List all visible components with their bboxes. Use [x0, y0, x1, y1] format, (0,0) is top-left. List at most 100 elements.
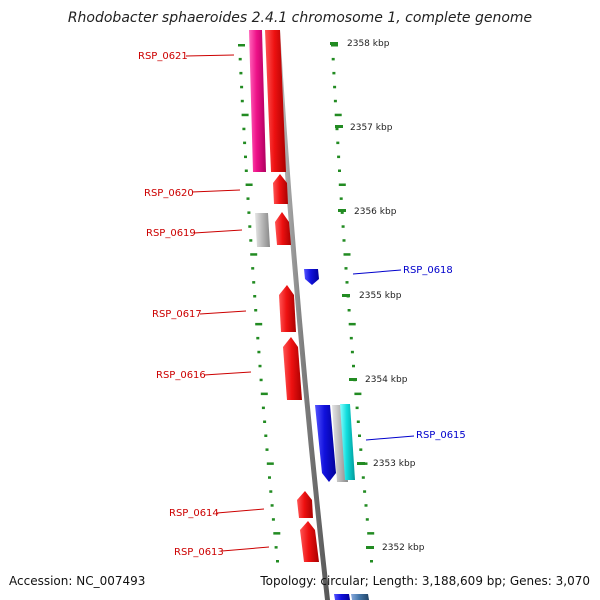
inner-tick	[332, 71, 336, 75]
kbp-label: 2354 kbp	[365, 375, 408, 385]
kbp-scale: 2358 kbp 2357 kbp 2356 kbp 2355 kbp 2354…	[330, 39, 425, 553]
gene-arrow-bottom-blue[interactable]	[334, 594, 350, 600]
gene-arrow-rsp0615-blue[interactable]	[315, 405, 336, 482]
outer-tick	[265, 448, 269, 451]
outer-tick	[238, 57, 242, 61]
leader-line	[365, 435, 415, 441]
outer-tick	[268, 476, 271, 479]
inner-tick	[333, 99, 337, 103]
gene-arrow-rsp0618[interactable]	[304, 269, 319, 285]
kbp-major-tick	[335, 125, 343, 128]
gene-labels: RSP_0621 RSP_0620 RSP_0619 RSP_0618 RSP_…	[138, 51, 466, 558]
kbp-major-tick	[349, 378, 357, 381]
outer-tick	[255, 322, 263, 326]
gene-label-rsp0621[interactable]: RSP_0621	[138, 51, 188, 62]
gene-label-rsp0620[interactable]: RSP_0620	[144, 188, 194, 199]
outer-tick	[252, 281, 256, 284]
outer-tick	[251, 267, 255, 270]
gene-label-rsp0619[interactable]: RSP_0619	[146, 228, 196, 239]
inner-tick	[349, 336, 353, 340]
gene-label-rsp0618[interactable]: RSP_0618	[403, 265, 453, 276]
kbp-label: 2357 kbp	[350, 123, 393, 133]
inner-tick	[334, 113, 342, 117]
kbp-major-tick	[338, 209, 346, 212]
kbp-label: 2355 kbp	[359, 291, 402, 301]
outer-tick	[276, 560, 279, 563]
inner-tick	[356, 420, 360, 423]
outer-tick	[269, 490, 273, 493]
outer-tick	[243, 141, 247, 145]
outer-tick	[260, 392, 268, 396]
gene-label-rsp0617[interactable]: RSP_0617	[152, 309, 202, 320]
inner-tick	[337, 155, 341, 159]
inner-tick	[347, 309, 351, 312]
gene-arrow-rsp0621[interactable]	[265, 30, 286, 172]
outer-tick	[271, 518, 275, 521]
outer-tick	[273, 532, 281, 535]
inner-tick	[367, 532, 375, 535]
gene-arrow-rsp0615-cyan[interactable]	[340, 404, 355, 480]
inner-tick	[338, 183, 346, 186]
outer-tick	[240, 85, 244, 89]
leader-line	[203, 371, 252, 376]
outer-tick	[274, 546, 278, 549]
outer-tick	[259, 378, 263, 382]
outer-tick	[238, 44, 245, 47]
leader-line	[352, 269, 402, 275]
inner-tick	[339, 197, 343, 200]
outer-tick	[244, 169, 248, 172]
inner-tick	[336, 141, 340, 145]
outer-tick	[254, 309, 258, 312]
gene-arrow-rsp0619[interactable]	[275, 212, 291, 245]
kbp-major-tick	[342, 294, 350, 297]
kbp-major-tick	[357, 462, 365, 465]
inner-tick	[361, 476, 365, 479]
inner-tick	[345, 281, 349, 284]
gene-arrow-rsp0616[interactable]	[283, 337, 302, 400]
outer-tick	[264, 434, 268, 437]
outer-tick	[241, 113, 249, 117]
inner-tick	[335, 127, 339, 131]
inner-tick	[370, 560, 373, 563]
inner-tick	[354, 392, 362, 396]
inner-tick	[343, 253, 351, 256]
leader-line	[199, 310, 247, 315]
inner-tick-marks	[331, 44, 375, 563]
kbp-label: 2352 kbp	[382, 543, 425, 553]
outer-tick	[257, 350, 261, 354]
kbp-label: 2358 kbp	[347, 39, 390, 49]
inner-tick	[364, 504, 368, 507]
accession-text: Accession: NC_007493	[9, 574, 146, 588]
outer-tick	[250, 253, 258, 256]
inner-tick	[344, 267, 348, 270]
inner-tick	[342, 239, 346, 242]
kbp-label: 2353 kbp	[373, 459, 416, 469]
gene-label-rsp0615[interactable]: RSP_0615	[416, 430, 466, 441]
gene-features	[249, 30, 369, 600]
outer-tick	[261, 406, 265, 410]
kbp-major-tick	[366, 546, 374, 549]
inner-tick	[341, 225, 345, 228]
gene-arrow-rsp0613[interactable]	[300, 521, 319, 562]
gene-arrow-rsp0614[interactable]	[297, 491, 313, 518]
leader-line	[191, 189, 241, 193]
gene-arrow-rsp0620[interactable]	[273, 174, 288, 204]
outer-tick	[248, 225, 252, 228]
inner-tick	[348, 322, 356, 326]
leader-line	[216, 508, 265, 514]
gene-label-rsp0613[interactable]: RSP_0613	[174, 547, 224, 558]
inner-tick	[359, 448, 363, 451]
outer-tick	[270, 504, 274, 507]
inner-tick	[352, 364, 355, 368]
inner-tick	[331, 57, 335, 61]
gene-arrow-rsp0619-grey[interactable]	[255, 213, 270, 247]
inner-tick	[363, 490, 367, 493]
map-title: Rhodobacter sphaeroides 2.4.1 chromosome…	[67, 10, 533, 26]
gene-arrow-rsp0617[interactable]	[279, 285, 296, 332]
gene-label-rsp0614[interactable]: RSP_0614	[169, 508, 219, 519]
gene-label-rsp0616[interactable]: RSP_0616	[156, 370, 206, 381]
gene-arrow-rsp0621-pink[interactable]	[249, 30, 266, 172]
outer-tick	[253, 295, 257, 298]
gene-arrow-bottom-steel[interactable]	[351, 594, 369, 600]
